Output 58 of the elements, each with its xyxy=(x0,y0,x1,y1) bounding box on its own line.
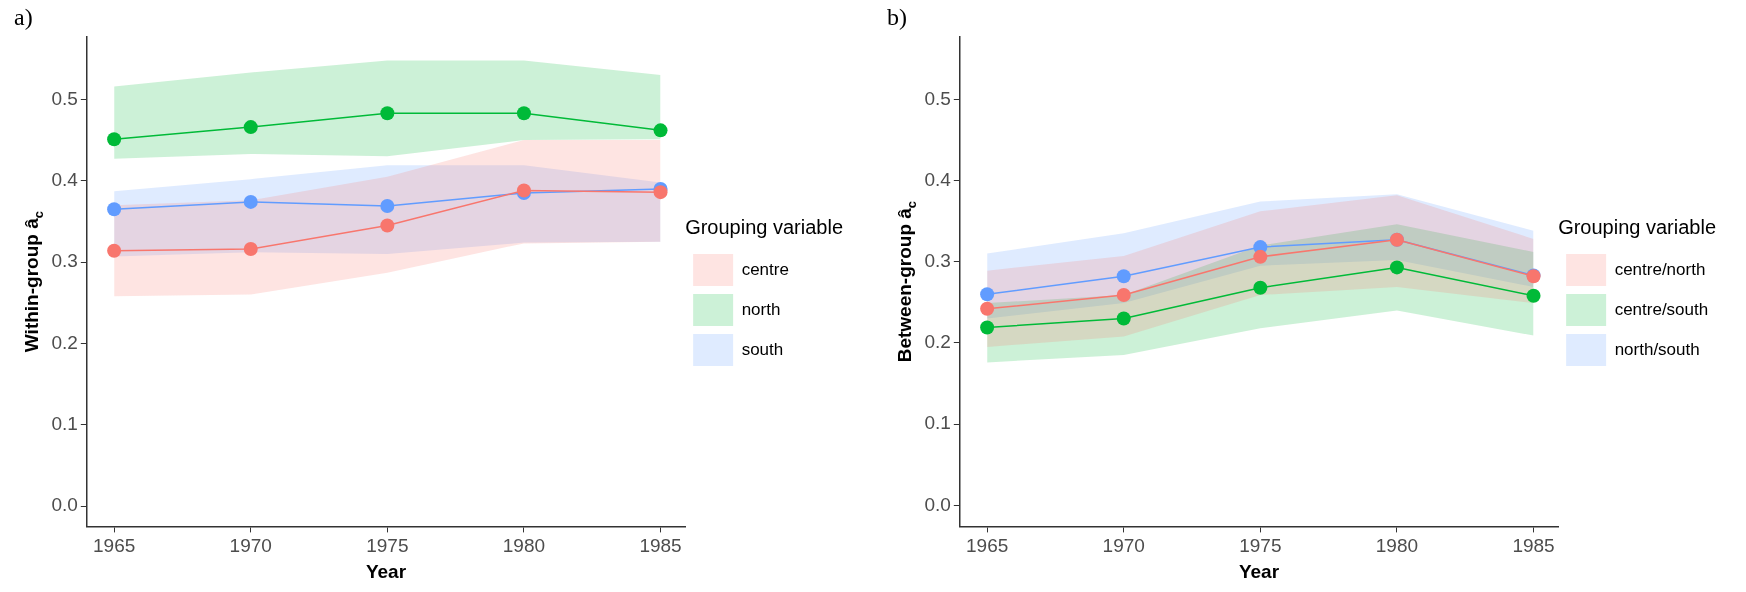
x-tick-label: 1975 xyxy=(366,535,409,557)
point xyxy=(1253,249,1268,264)
x-tick-label: 1970 xyxy=(1102,535,1145,557)
y-tick-label: 0.2 xyxy=(51,331,78,353)
x-tick-label: 1980 xyxy=(1375,535,1419,557)
y-tick-label: 0.0 xyxy=(51,494,78,516)
point xyxy=(980,301,995,316)
x-tick-label: 1980 xyxy=(502,535,546,557)
point xyxy=(980,320,995,335)
chart-title: b) xyxy=(887,3,907,30)
point xyxy=(516,106,531,121)
legend-label: centre/south xyxy=(1614,299,1709,319)
point xyxy=(380,198,395,213)
point xyxy=(1116,288,1131,302)
point xyxy=(107,132,122,147)
y-tick-label: 0.5 xyxy=(924,87,951,109)
y-tick-label: 0.3 xyxy=(51,250,78,272)
y-tick-label: 0.4 xyxy=(51,168,79,190)
y-tick-label: 0.5 xyxy=(51,87,78,109)
x-tick-label: 1985 xyxy=(1512,535,1555,557)
legend-label: centre/north xyxy=(1614,259,1706,279)
point xyxy=(653,185,668,200)
y-tick-label: 0.2 xyxy=(924,331,951,353)
point xyxy=(243,194,258,209)
legend-label: centre xyxy=(741,259,789,279)
point xyxy=(653,123,668,138)
x-axis-title: Year xyxy=(1238,560,1280,582)
y-tick-label: 0.1 xyxy=(924,412,951,434)
legend-label: north xyxy=(741,299,781,319)
x-axis-title: Year xyxy=(365,560,407,582)
chart-title: a) xyxy=(14,3,33,30)
point xyxy=(1526,288,1541,303)
y-tick-label: 0.0 xyxy=(924,493,951,515)
point xyxy=(1253,280,1268,295)
y-tick-label: 0.3 xyxy=(924,249,951,271)
y-tick-label: 0.1 xyxy=(51,412,78,434)
x-tick-label: 1965 xyxy=(92,535,136,557)
point xyxy=(1389,260,1404,275)
y-tick-label: 0.4 xyxy=(924,168,952,190)
point xyxy=(107,202,122,217)
x-tick-label: 1970 xyxy=(229,535,272,557)
y-axis-title: Within-group âc xyxy=(21,211,46,353)
point xyxy=(243,120,258,135)
point xyxy=(107,243,122,258)
point xyxy=(980,287,995,302)
legend-label: south xyxy=(741,339,784,359)
y-axis-title: Between-group âc xyxy=(894,200,919,363)
x-tick-label: 1975 xyxy=(1239,535,1282,557)
point xyxy=(380,106,395,121)
x-tick-label: 1985 xyxy=(639,535,682,557)
point xyxy=(1116,311,1131,326)
x-tick-label: 1965 xyxy=(965,535,1009,557)
point xyxy=(1116,269,1131,284)
legend-title: Grouping variable xyxy=(685,215,843,238)
legend-label: north/south xyxy=(1614,339,1700,359)
point xyxy=(380,218,395,233)
legend-title: Grouping variable xyxy=(1558,215,1716,238)
point xyxy=(243,242,258,257)
